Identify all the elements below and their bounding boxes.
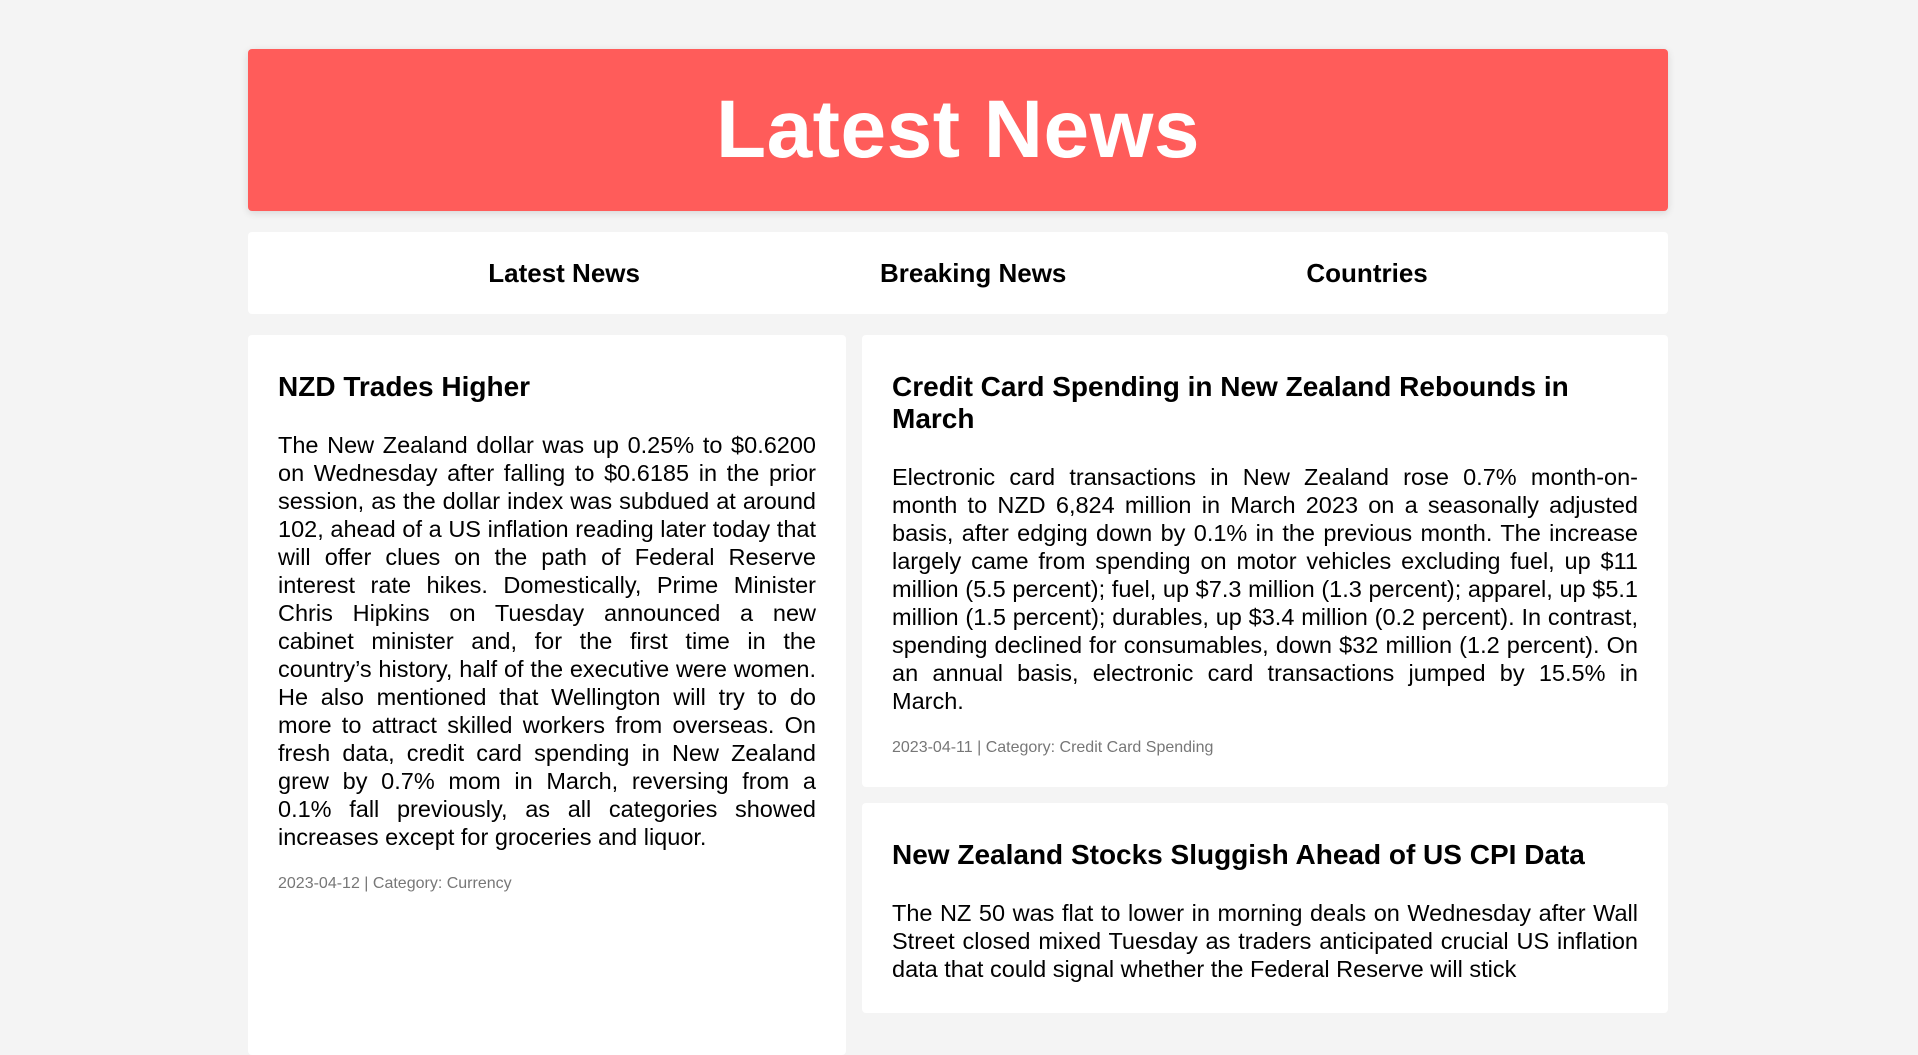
article-body: Electronic card transactions in New Zeal… [892, 464, 1638, 714]
article-title[interactable]: New Zealand Stocks Sluggish Ahead of US … [892, 839, 1585, 870]
nav-item-countries[interactable]: Countries [1306, 257, 1428, 288]
article-card: Credit Card Spending in New Zealand Rebo… [862, 335, 1668, 787]
right-column: Credit Card Spending in New Zealand Rebo… [862, 335, 1668, 1013]
header-banner: Latest News [248, 49, 1668, 211]
article-title[interactable]: Credit Card Spending in New Zealand Rebo… [892, 371, 1569, 434]
article-meta: 2023-04-11 | Category: Credit Card Spend… [892, 739, 1214, 756]
article-title[interactable]: NZD Trades Higher [278, 371, 531, 402]
nav-item-latest-news[interactable]: Latest News [488, 257, 640, 288]
page-title: Latest News [715, 84, 1200, 175]
article-columns: NZD Trades Higher The New Zealand dollar… [248, 335, 1668, 1055]
article-body: The New Zealand dollar was up 0.25% to $… [278, 432, 816, 850]
page: Latest News Latest News Breaking News Co… [248, 49, 1668, 1055]
article-card: NZD Trades Higher The New Zealand dollar… [248, 335, 846, 1055]
article-card: New Zealand Stocks Sluggish Ahead of US … [862, 803, 1668, 1013]
nav-item-breaking-news[interactable]: Breaking News [879, 257, 1067, 288]
left-column: NZD Trades Higher The New Zealand dollar… [248, 335, 846, 1055]
article-body: The NZ 50 was flat to lower in morning d… [892, 900, 1638, 982]
article-meta: 2023-04-12 | Category: Currency [278, 875, 512, 892]
main-nav: Latest News Breaking News Countries [248, 232, 1668, 314]
